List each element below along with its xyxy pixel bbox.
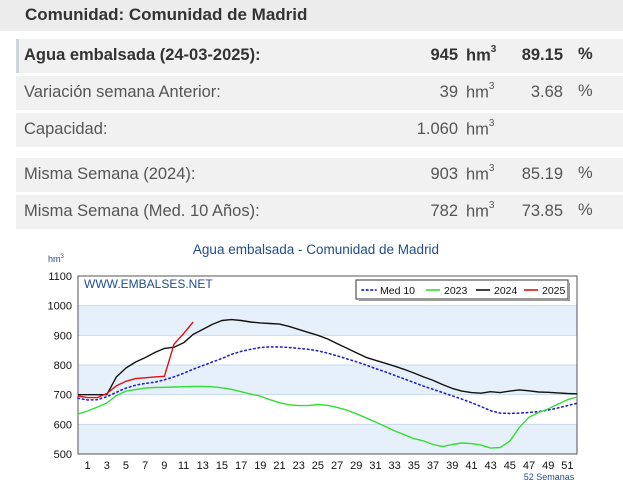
stat-row-agua-embalsada: Agua embalsada (24-03-2025): 945 hm3 89.… <box>16 39 623 73</box>
stat-label: Agua embalsada (24-03-2025): <box>24 46 261 64</box>
x-tick-label: 37 <box>427 460 439 472</box>
stat-percent: 3.68 <box>530 83 563 101</box>
x-tick-label: 49 <box>542 460 554 472</box>
stat-value: 39 <box>439 83 458 101</box>
x-tick-label: 25 <box>312 460 324 472</box>
grid-band <box>78 424 577 454</box>
x-tick-label: 3 <box>104 460 110 472</box>
watermark: WWW.EMBALSES.NET <box>84 277 213 291</box>
unit-text: hm <box>466 165 489 184</box>
stat-label: Misma Semana (2024): <box>24 165 196 183</box>
x-tick-label: 19 <box>254 460 266 472</box>
stat-unit: hm3 <box>466 81 495 103</box>
chart-title: Agua embalsada - Comunidad de Madrid <box>193 242 439 257</box>
header-bar: Comunidad: Comunidad de Madrid <box>0 0 623 31</box>
unit-text: hm <box>466 120 489 139</box>
series-line-med-10 <box>77 346 578 415</box>
stat-percent: 73.85 <box>521 202 563 220</box>
series-line-2025 <box>77 321 194 399</box>
stat-value: 903 <box>430 165 458 183</box>
x-tick-label: 17 <box>235 460 247 472</box>
stat-percent: 85.19 <box>521 165 563 183</box>
x-tick-label: 5 <box>123 460 129 472</box>
grid-band <box>78 305 577 336</box>
y-tick-label: 1100 <box>48 271 72 283</box>
stat-label: Capacidad: <box>24 120 108 138</box>
y-tick-label: 900 <box>54 330 72 342</box>
y-tick-label: 700 <box>54 390 72 402</box>
x-tick-label: 13 <box>197 460 209 472</box>
y-tick-label: 600 <box>54 419 72 431</box>
stat-unit: hm3 <box>466 200 495 222</box>
percent-sign: % <box>578 45 593 63</box>
unit-superscript: 3 <box>488 163 495 174</box>
y-tick-label: 800 <box>54 360 72 372</box>
unit-text: hm <box>466 202 489 221</box>
y-axis-unit: hm3 <box>48 254 65 264</box>
y-axis-unit-sup: 3 <box>61 254 65 260</box>
stat-row-misma-semana-med: Misma Semana (Med. 10 Años): 782 hm3 73.… <box>16 195 623 229</box>
unit-superscript: 3 <box>488 81 495 92</box>
legend-label: 2024 <box>494 285 518 297</box>
unit-text: hm <box>466 83 489 102</box>
stat-value: 782 <box>430 202 458 220</box>
x-tick-label: 43 <box>485 460 497 472</box>
stat-label: Misma Semana (Med. 10 Años): <box>24 202 260 220</box>
percent-sign: % <box>578 82 593 100</box>
x-tick-label: 29 <box>350 460 362 472</box>
stat-row-misma-semana-2024: Misma Semana (2024): 903 hm3 85.19 % <box>16 158 623 192</box>
x-tick-label: 21 <box>273 460 285 472</box>
legend-shadow-bottom <box>359 299 570 301</box>
stat-percent: 89.15 <box>521 46 563 64</box>
stat-value: 1.060 <box>416 120 458 138</box>
stat-unit: hm3 <box>466 163 495 185</box>
percent-sign: % <box>578 201 593 219</box>
x-tick-label: 9 <box>161 460 167 472</box>
x-tick-label: 11 <box>178 460 189 472</box>
legend-label: 2023 <box>444 285 468 297</box>
series-line-2023 <box>77 385 578 449</box>
y-tick-label: 500 <box>54 449 72 461</box>
x-tick-label: 15 <box>216 460 228 472</box>
x-tick-label: 35 <box>408 460 420 472</box>
x-tick-label: 39 <box>446 460 458 472</box>
series-line-2024 <box>78 318 578 396</box>
y-tick-label: 1000 <box>48 301 72 313</box>
legend-label: Med 10 <box>380 285 415 297</box>
x-tick-label: 47 <box>523 460 535 472</box>
grid-band <box>78 335 577 365</box>
x-axis-label: 52 Semanas <box>524 472 575 482</box>
unit-superscript: 3 <box>490 44 497 55</box>
x-tick-label: 1 <box>85 460 91 472</box>
x-tick-label: 45 <box>504 460 516 472</box>
unit-superscript: 3 <box>488 118 495 129</box>
stat-row-variacion: Variación semana Anterior: 39 hm3 3.68 % <box>16 76 623 110</box>
unit-superscript: 3 <box>488 200 495 211</box>
stat-label: Variación semana Anterior: <box>24 83 221 101</box>
x-tick-label: 41 <box>465 460 477 472</box>
page-title: Comunidad: Comunidad de Madrid <box>25 5 308 24</box>
x-tick-label: 7 <box>142 460 148 472</box>
legend-shadow-right <box>568 283 570 301</box>
percent-sign: % <box>578 164 593 182</box>
x-tick-label: 51 <box>561 460 573 472</box>
x-tick-label: 27 <box>331 460 343 472</box>
legend: Med 10 2023 2024 2025 <box>355 279 570 301</box>
x-tick-label: 33 <box>389 460 401 472</box>
stat-unit: hm3 <box>466 44 497 66</box>
stat-value: 945 <box>430 46 458 64</box>
y-axis-unit-base: hm <box>48 254 61 264</box>
grid-band <box>78 394 577 425</box>
stat-unit: hm3 <box>466 118 495 140</box>
x-tick-label: 23 <box>293 460 305 472</box>
grid-band <box>78 365 577 395</box>
stat-row-capacidad: Capacidad: 1.060 hm3 <box>16 113 623 147</box>
unit-text: hm <box>466 46 491 65</box>
plot-frame <box>77 275 578 455</box>
x-tick-label: 31 <box>369 460 381 472</box>
legend-label: 2025 <box>542 285 566 297</box>
